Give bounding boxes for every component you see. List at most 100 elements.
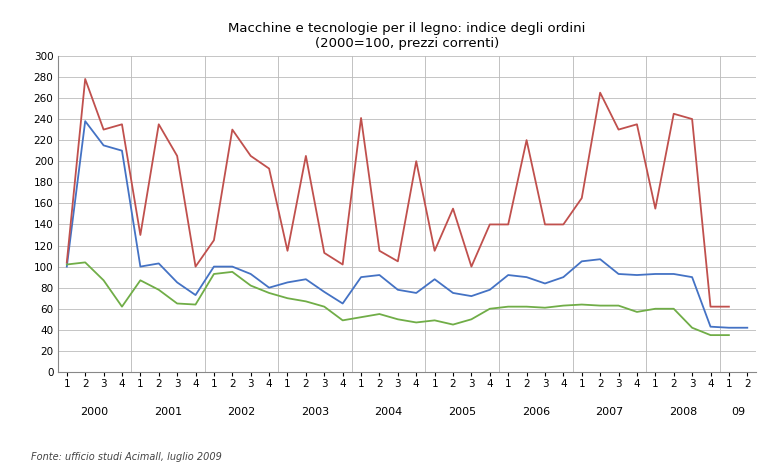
ITALIA bbox=[485, 306, 495, 312]
TOTALE bbox=[504, 272, 513, 278]
ESTERO bbox=[614, 127, 623, 133]
Text: 2000: 2000 bbox=[81, 407, 108, 417]
ITALIA bbox=[173, 301, 182, 306]
TOTALE bbox=[264, 285, 273, 291]
TOTALE bbox=[393, 287, 402, 292]
TOTALE bbox=[319, 289, 329, 295]
ESTERO bbox=[210, 238, 219, 243]
ESTERO bbox=[632, 121, 641, 127]
ITALIA bbox=[62, 262, 71, 267]
ITALIA bbox=[669, 306, 678, 312]
TOTALE bbox=[687, 274, 697, 280]
ITALIA bbox=[210, 271, 219, 277]
ESTERO bbox=[99, 127, 108, 133]
ESTERO bbox=[669, 111, 678, 117]
ITALIA bbox=[706, 332, 715, 338]
TOTALE bbox=[559, 274, 568, 280]
TOTALE bbox=[283, 279, 292, 285]
ITALIA bbox=[99, 278, 108, 283]
ESTERO bbox=[283, 248, 292, 253]
ESTERO bbox=[485, 222, 495, 227]
ITALIA bbox=[449, 322, 458, 327]
TOTALE bbox=[449, 290, 458, 296]
ESTERO bbox=[595, 90, 604, 95]
Text: 2007: 2007 bbox=[595, 407, 624, 417]
ITALIA bbox=[118, 304, 127, 309]
ITALIA bbox=[614, 303, 623, 308]
TOTALE bbox=[669, 271, 678, 277]
ESTERO bbox=[393, 259, 402, 264]
Text: 2008: 2008 bbox=[669, 407, 697, 417]
ESTERO bbox=[191, 264, 200, 269]
Text: 2004: 2004 bbox=[375, 407, 402, 417]
Text: 2005: 2005 bbox=[449, 407, 476, 417]
ITALIA bbox=[541, 305, 550, 311]
TOTALE bbox=[614, 271, 623, 277]
Title: Macchine e tecnologie per il legno: indice degli ordini
(2000=100, prezzi corren: Macchine e tecnologie per il legno: indi… bbox=[228, 22, 586, 51]
TOTALE bbox=[522, 274, 531, 280]
TOTALE bbox=[485, 287, 495, 292]
ESTERO bbox=[356, 115, 366, 121]
ESTERO bbox=[301, 153, 310, 159]
ESTERO bbox=[430, 248, 439, 253]
TOTALE bbox=[375, 272, 384, 278]
TOTALE bbox=[632, 272, 641, 278]
ITALIA bbox=[338, 318, 347, 323]
TOTALE bbox=[595, 256, 604, 262]
ESTERO bbox=[724, 304, 733, 309]
ESTERO bbox=[706, 304, 715, 309]
TOTALE bbox=[154, 261, 164, 266]
ESTERO bbox=[541, 222, 550, 227]
TOTALE bbox=[301, 277, 310, 282]
ITALIA bbox=[504, 304, 513, 309]
ESTERO bbox=[319, 250, 329, 256]
ITALIA bbox=[301, 299, 310, 304]
ITALIA bbox=[81, 259, 90, 265]
TOTALE bbox=[338, 301, 347, 306]
ITALIA bbox=[264, 290, 273, 296]
TOTALE bbox=[246, 271, 255, 277]
ESTERO bbox=[81, 76, 90, 82]
Text: 2003: 2003 bbox=[301, 407, 329, 417]
TOTALE bbox=[62, 264, 71, 269]
ITALIA bbox=[412, 319, 421, 325]
ITALIA bbox=[154, 287, 164, 292]
Text: 09: 09 bbox=[731, 407, 745, 417]
ESTERO bbox=[173, 153, 182, 159]
TOTALE bbox=[577, 259, 586, 264]
TOTALE bbox=[227, 264, 237, 269]
ESTERO bbox=[559, 222, 568, 227]
ITALIA bbox=[246, 283, 255, 288]
TOTALE bbox=[650, 271, 660, 277]
ITALIA bbox=[393, 317, 402, 322]
TOTALE bbox=[118, 148, 127, 153]
ESTERO bbox=[467, 264, 476, 269]
TOTALE bbox=[724, 325, 733, 331]
ESTERO bbox=[577, 195, 586, 201]
ITALIA bbox=[724, 332, 733, 338]
ESTERO bbox=[650, 206, 660, 212]
ITALIA bbox=[632, 309, 641, 315]
ITALIA bbox=[430, 318, 439, 323]
ESTERO bbox=[118, 121, 127, 127]
Line: ESTERO: ESTERO bbox=[67, 79, 729, 306]
ESTERO bbox=[687, 116, 697, 122]
ITALIA bbox=[522, 304, 531, 309]
ITALIA bbox=[650, 306, 660, 312]
Text: Fonte: ufficio studi Acimall, luglio 2009: Fonte: ufficio studi Acimall, luglio 200… bbox=[31, 452, 222, 462]
TOTALE bbox=[210, 264, 219, 269]
ITALIA bbox=[559, 303, 568, 308]
TOTALE bbox=[99, 143, 108, 148]
ITALIA bbox=[356, 314, 366, 320]
ITALIA bbox=[687, 325, 697, 331]
ESTERO bbox=[338, 262, 347, 267]
ESTERO bbox=[504, 222, 513, 227]
ITALIA bbox=[467, 317, 476, 322]
TOTALE bbox=[173, 279, 182, 285]
ITALIA bbox=[283, 295, 292, 301]
TOTALE bbox=[136, 264, 145, 269]
ESTERO bbox=[412, 159, 421, 164]
Text: 2006: 2006 bbox=[521, 407, 550, 417]
Line: ITALIA: ITALIA bbox=[67, 262, 729, 335]
ITALIA bbox=[227, 269, 237, 275]
